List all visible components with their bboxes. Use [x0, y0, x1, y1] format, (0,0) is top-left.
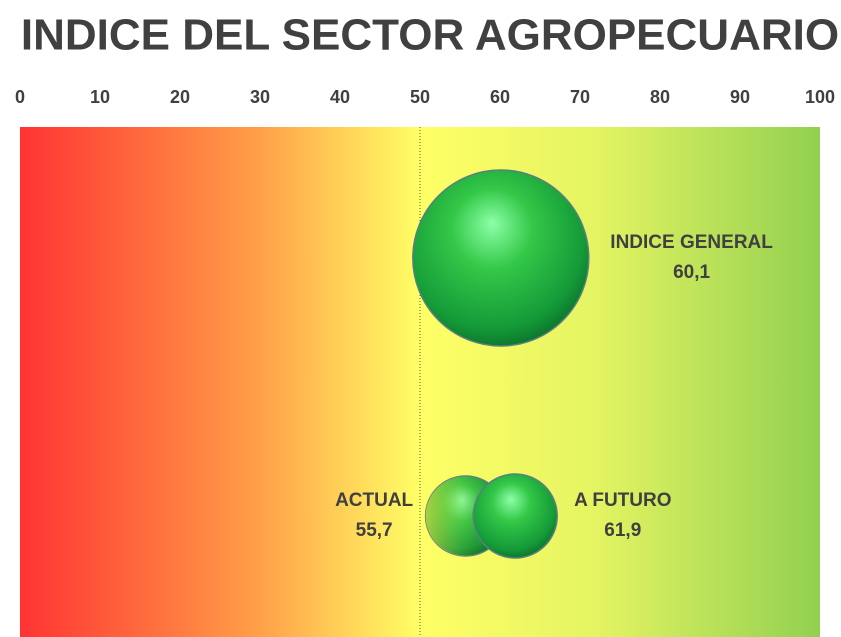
x-tick-label: 100 [805, 87, 835, 107]
x-tick-label: 50 [410, 87, 430, 107]
x-tick-label: 60 [490, 87, 510, 107]
bubble-name: A FUTURO [574, 490, 671, 511]
x-tick-label: 10 [90, 87, 110, 107]
bubble-value-label: 55,7 [356, 520, 393, 541]
x-tick-label: 0 [15, 87, 25, 107]
bubble [472, 473, 558, 559]
bubble-value-label: 60,1 [673, 262, 710, 283]
bubble-value-label: 61,9 [604, 520, 641, 541]
chart-title: INDICE DEL SECTOR AGROPECUARIO [21, 11, 839, 60]
x-tick-label: 70 [570, 87, 590, 107]
bubble-name: ACTUAL [335, 490, 413, 511]
x-tick-label: 30 [250, 87, 270, 107]
bubble-name: INDICE GENERAL [610, 232, 773, 253]
x-tick-label: 20 [170, 87, 190, 107]
x-tick-label: 90 [730, 87, 750, 107]
bubble [412, 169, 590, 347]
x-tick-label: 40 [330, 87, 350, 107]
x-tick-label: 80 [650, 87, 670, 107]
